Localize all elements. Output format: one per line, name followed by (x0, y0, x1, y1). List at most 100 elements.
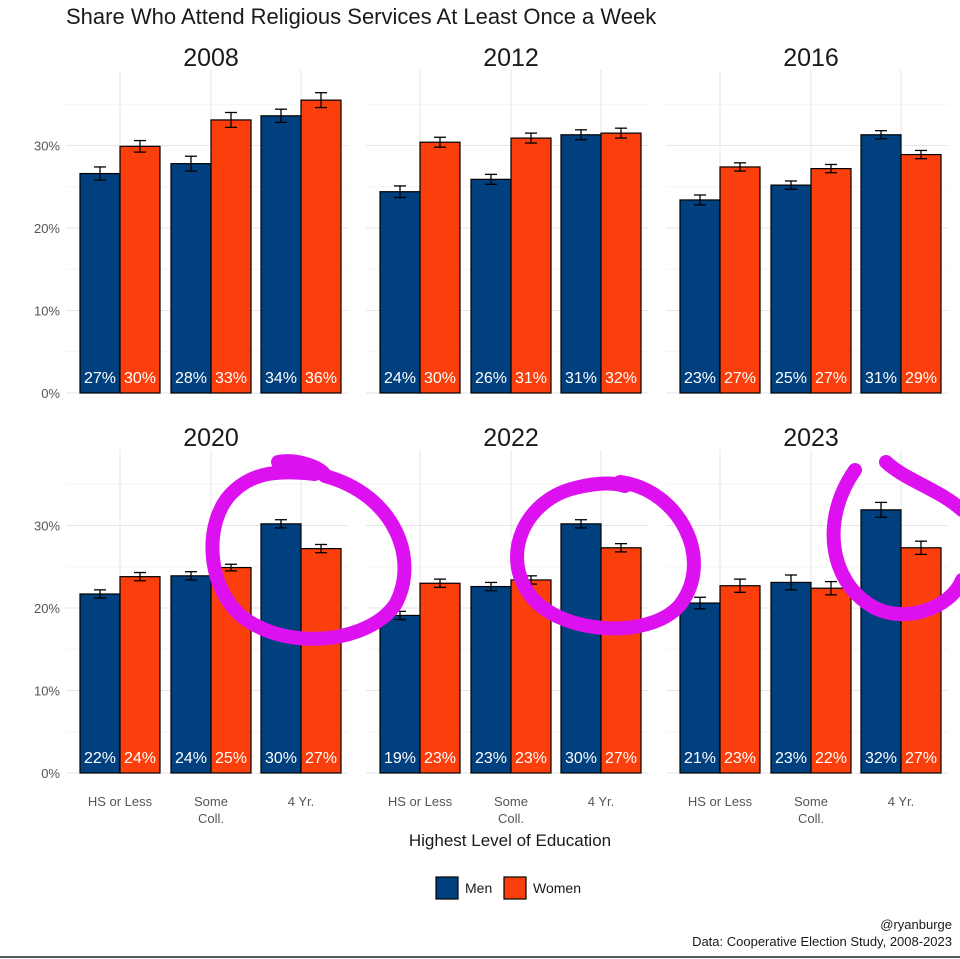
bar-data-label: 23% (475, 750, 507, 767)
bar-data-label: 27% (605, 750, 637, 767)
bar-men (170, 575, 212, 774)
x-tick-label: HS or Less (388, 794, 453, 809)
bar-men (260, 523, 302, 774)
facet-2012: 2012 24% 26% 31% 30% 31% 32% (366, 44, 648, 394)
bar-women (300, 547, 342, 774)
bar-men (770, 581, 812, 774)
legend-women-label: Women (533, 880, 581, 896)
highlight-circle (205, 454, 412, 646)
y-tick-label: 30% (34, 519, 60, 534)
bar-women (719, 585, 761, 774)
y-tick-label: 0% (41, 766, 60, 781)
bar-data-label: 30% (424, 370, 456, 387)
bar-data-label: 25% (775, 370, 807, 387)
chart-title: Share Who Attend Religious Services At L… (66, 4, 657, 29)
facet-2016: 2016 23% 25% 31% 27% 27% 29% (666, 44, 948, 394)
facet-title: 2016 (783, 44, 839, 72)
bar-men (770, 184, 812, 394)
x-tick-label: Some (194, 794, 228, 809)
bar-data-label: 30% (565, 750, 597, 767)
y-tick-label: 0% (41, 386, 60, 401)
bar-data-label: 24% (384, 370, 416, 387)
bar-data-label: 30% (124, 370, 156, 387)
facet-title: 2022 (483, 424, 539, 452)
bar-data-label: 27% (905, 750, 937, 767)
x-tick-label: 4 Yr. (588, 794, 615, 809)
bar-men (860, 134, 902, 394)
bar-data-label: 27% (815, 370, 847, 387)
bar-men (470, 585, 512, 774)
bar-data-label: 30% (265, 750, 297, 767)
y-tick-label: 20% (34, 221, 60, 236)
bar-women (119, 145, 161, 394)
bar-data-label: 32% (605, 370, 637, 387)
bar-women (210, 566, 252, 774)
bar-men (170, 163, 212, 394)
caption-source: Data: Cooperative Election Study, 2008-2… (692, 934, 952, 949)
x-tick-label: HS or Less (688, 794, 753, 809)
facet-2023: 2023 21% 23% 32% 23% 22% 27% HS or Less Some Coll… (666, 424, 948, 826)
bar-men (79, 172, 121, 394)
bar-men (260, 115, 302, 394)
facet-2022: 2022 19% 23% 30% 23% 23% 27% HS or Less Some Coll… (366, 424, 648, 826)
facet-2008: 0% 10% 20% 30% 2008 27% 28% 34% 30% 33% 36% (34, 44, 348, 401)
bar-men (470, 178, 512, 394)
y-tick-label: 10% (34, 304, 60, 319)
bar-women (600, 547, 642, 774)
bar-men (860, 509, 902, 774)
annotation-circles (205, 454, 960, 646)
bar-women (900, 547, 942, 774)
bar-women (300, 99, 342, 394)
legend-men-label: Men (465, 880, 492, 896)
bar-men (679, 199, 721, 394)
bar-data-label: 21% (684, 750, 716, 767)
x-tick-label: Some (794, 794, 828, 809)
x-tick-label: Coll. (798, 811, 824, 826)
bar-women (600, 132, 642, 394)
facet-title: 2008 (183, 44, 239, 72)
bar-data-label: 28% (175, 370, 207, 387)
facet-title: 2020 (183, 424, 239, 452)
x-axis-title: Highest Level of Education (409, 831, 611, 850)
bar-data-label: 23% (775, 750, 807, 767)
legend-men-swatch (435, 876, 459, 900)
highlight-circle (826, 455, 960, 621)
facet-title: 2023 (783, 424, 839, 452)
bar-data-label: 23% (424, 750, 456, 767)
bar-data-label: 34% (265, 370, 297, 387)
bar-data-label: 27% (724, 370, 756, 387)
bar-men (679, 602, 721, 774)
bar-men (560, 523, 602, 774)
y-tick-label: 30% (34, 139, 60, 154)
x-tick-label: Coll. (198, 811, 224, 826)
x-tick-label: Some (494, 794, 528, 809)
bar-data-label: 19% (384, 750, 416, 767)
caption-handle: @ryanburge (880, 917, 952, 932)
bar-data-label: 32% (865, 750, 897, 767)
bar-women (419, 141, 461, 394)
bar-men (79, 593, 121, 774)
bar-women (719, 166, 761, 394)
legend-women-swatch (503, 876, 527, 900)
x-tick-label: 4 Yr. (888, 794, 915, 809)
bar-women (810, 168, 852, 394)
bar-women (119, 576, 161, 774)
y-tick-label: 20% (34, 601, 60, 616)
bar-women (419, 582, 461, 774)
bar-data-label: 24% (175, 750, 207, 767)
bar-data-label: 27% (305, 750, 337, 767)
bar-women (810, 587, 852, 774)
bar-data-label: 27% (84, 370, 116, 387)
facet-title: 2012 (483, 44, 539, 72)
bar-data-label: 31% (565, 370, 597, 387)
bar-data-label: 33% (215, 370, 247, 387)
bar-men (379, 191, 421, 394)
bar-data-label: 22% (84, 750, 116, 767)
bar-data-label: 29% (905, 370, 937, 387)
facet-grid: 0% 10% 20% 30% 2008 27% 28% 34% 30% 33% 36% 2012 24%… (34, 44, 948, 826)
bar-men (560, 134, 602, 394)
bar-data-label: 22% (815, 750, 847, 767)
bar-data-label: 23% (684, 370, 716, 387)
legend: Men Women (435, 876, 581, 900)
